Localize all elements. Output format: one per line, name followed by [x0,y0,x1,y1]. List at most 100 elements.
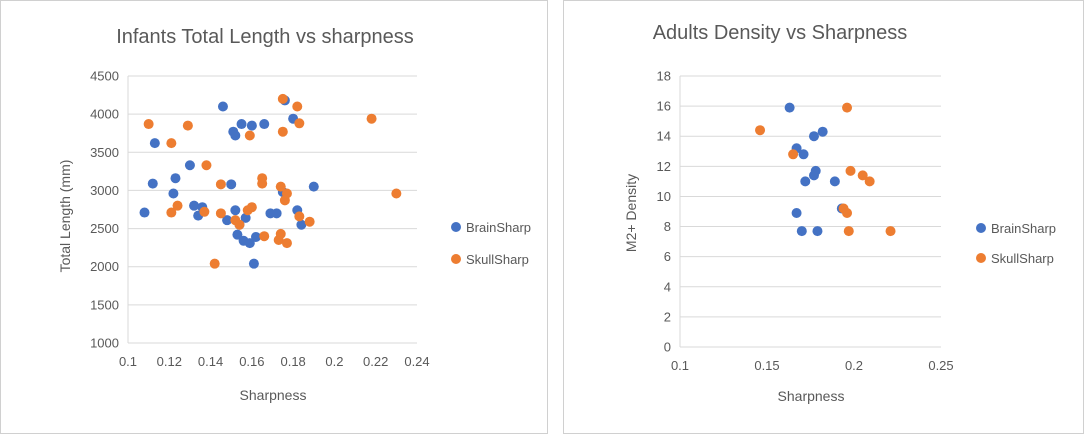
point-skullsharp [366,113,377,124]
point-skullsharp [843,226,854,237]
point-skullsharp [845,165,856,176]
point-skullsharp [294,118,305,129]
y-tick-label: 1500 [90,297,119,312]
y-axis-title: M2+ Density [623,174,639,252]
x-tick-label: 0.25 [928,358,953,373]
point-brainsharp [230,205,241,216]
point-brainsharp [226,179,237,190]
point-skullsharp [788,149,799,160]
point-brainsharp [246,120,257,131]
x-tick-label: 0.2 [845,358,863,373]
point-brainsharp [230,130,241,141]
y-tick-label: 3500 [90,145,119,160]
point-skullsharp [842,102,853,113]
x-tick-label: 0.15 [754,358,779,373]
point-brainsharp [236,119,247,130]
legend-marker-skullsharp [976,253,986,263]
legend-label-skullsharp: SkullSharp [466,252,529,267]
y-tick-labels: 1000 1500 2000 2500 3000 3500 4000 4500 [90,69,119,351]
point-brainsharp [259,119,270,130]
point-skullsharp [166,138,177,149]
y-tick-label: 0 [664,340,671,355]
legend-marker-brainsharp [451,222,461,232]
legend: BrainSharp SkullSharp [976,221,1056,266]
point-skullsharp [234,219,245,230]
point-brainsharp [817,126,828,137]
chart-panel-infants: Infants Total Length vs sharpness Total … [0,0,548,434]
y-tick-label: 12 [657,159,671,174]
y-tick-label: 2500 [90,221,119,236]
y-tick-label: 16 [657,99,671,114]
adults-scatter-chart: Adults Density vs Sharpness M2+ Density … [623,22,1056,404]
point-skullsharp [244,130,255,141]
y-tick-label: 8 [664,219,671,234]
point-brainsharp [149,138,160,149]
point-brainsharp [217,101,228,112]
point-skullsharp [246,202,257,213]
point-skullsharp [166,207,177,218]
point-brainsharp [810,165,821,176]
x-axis-label: Sharpness [240,387,307,403]
y-tick-label: 10 [657,189,671,204]
point-skullsharp [257,178,268,189]
y-tick-label: 2000 [90,259,119,274]
x-tick-label: 0.2 [325,354,343,369]
point-brainsharp [271,208,282,219]
y-axis-label: Total Length (mm) [57,160,73,273]
x-tick-labels: 0.1 0.15 0.2 0.25 [671,358,954,373]
point-skullsharp [294,211,305,222]
point-brainsharp [798,149,809,160]
x-tick-labels: 0.1 0.12 0.14 0.16 0.18 0.2 0.22 0.24 [119,354,430,369]
point-skullsharp [304,216,315,227]
data-points [139,93,402,269]
point-brainsharp [784,102,795,113]
point-skullsharp [201,160,212,171]
point-skullsharp [199,206,210,217]
x-tick-label: 0.12 [157,354,182,369]
point-brainsharp [808,131,819,142]
point-brainsharp [139,207,150,218]
point-brainsharp [800,176,811,187]
point-brainsharp [791,208,802,219]
point-brainsharp [147,178,158,189]
y-tick-label: 6 [664,249,671,264]
point-brainsharp [829,176,840,187]
data-points [755,102,896,237]
legend-marker-brainsharp [976,223,986,233]
chart-panel-adults: Adults Density vs Sharpness M2+ Density … [563,0,1084,434]
point-skullsharp [857,170,868,181]
point-skullsharp [215,179,226,190]
gridlines [679,75,941,348]
point-brainsharp [244,238,255,249]
point-skullsharp [275,181,286,192]
point-skullsharp [281,238,292,249]
x-tick-label: 0.1 [119,354,137,369]
chart-title: Infants Total Length vs sharpness [116,26,414,48]
y-tick-label: 4 [664,279,671,294]
point-skullsharp [292,101,303,112]
point-skullsharp [277,126,288,137]
point-brainsharp [240,212,251,223]
point-brainsharp [168,188,179,199]
x-tick-label: 0.1 [671,358,689,373]
point-skullsharp [275,228,286,239]
x-axis-label: Sharpness [778,388,845,404]
point-brainsharp [812,226,823,237]
point-brainsharp [170,173,181,184]
point-skullsharp [755,125,766,136]
point-brainsharp [189,200,200,211]
point-brainsharp [296,219,307,230]
point-skullsharp [182,120,193,131]
point-skullsharp [842,208,853,219]
x-tick-label: 0.24 [404,354,429,369]
y-axis-label: M2+ Density [623,174,639,252]
legend-label-brainsharp: BrainSharp [466,220,531,235]
x-tick-label: 0.22 [363,354,388,369]
y-tick-label: 14 [657,129,671,144]
legend-label-brainsharp: BrainSharp [991,221,1056,236]
y-tick-label: 4500 [90,69,119,84]
point-skullsharp [259,231,270,242]
point-skullsharp [391,188,402,199]
y-tick-label: 4000 [90,107,119,122]
y-tick-labels: 0 2 4 6 8 10 12 14 16 18 [657,69,671,355]
